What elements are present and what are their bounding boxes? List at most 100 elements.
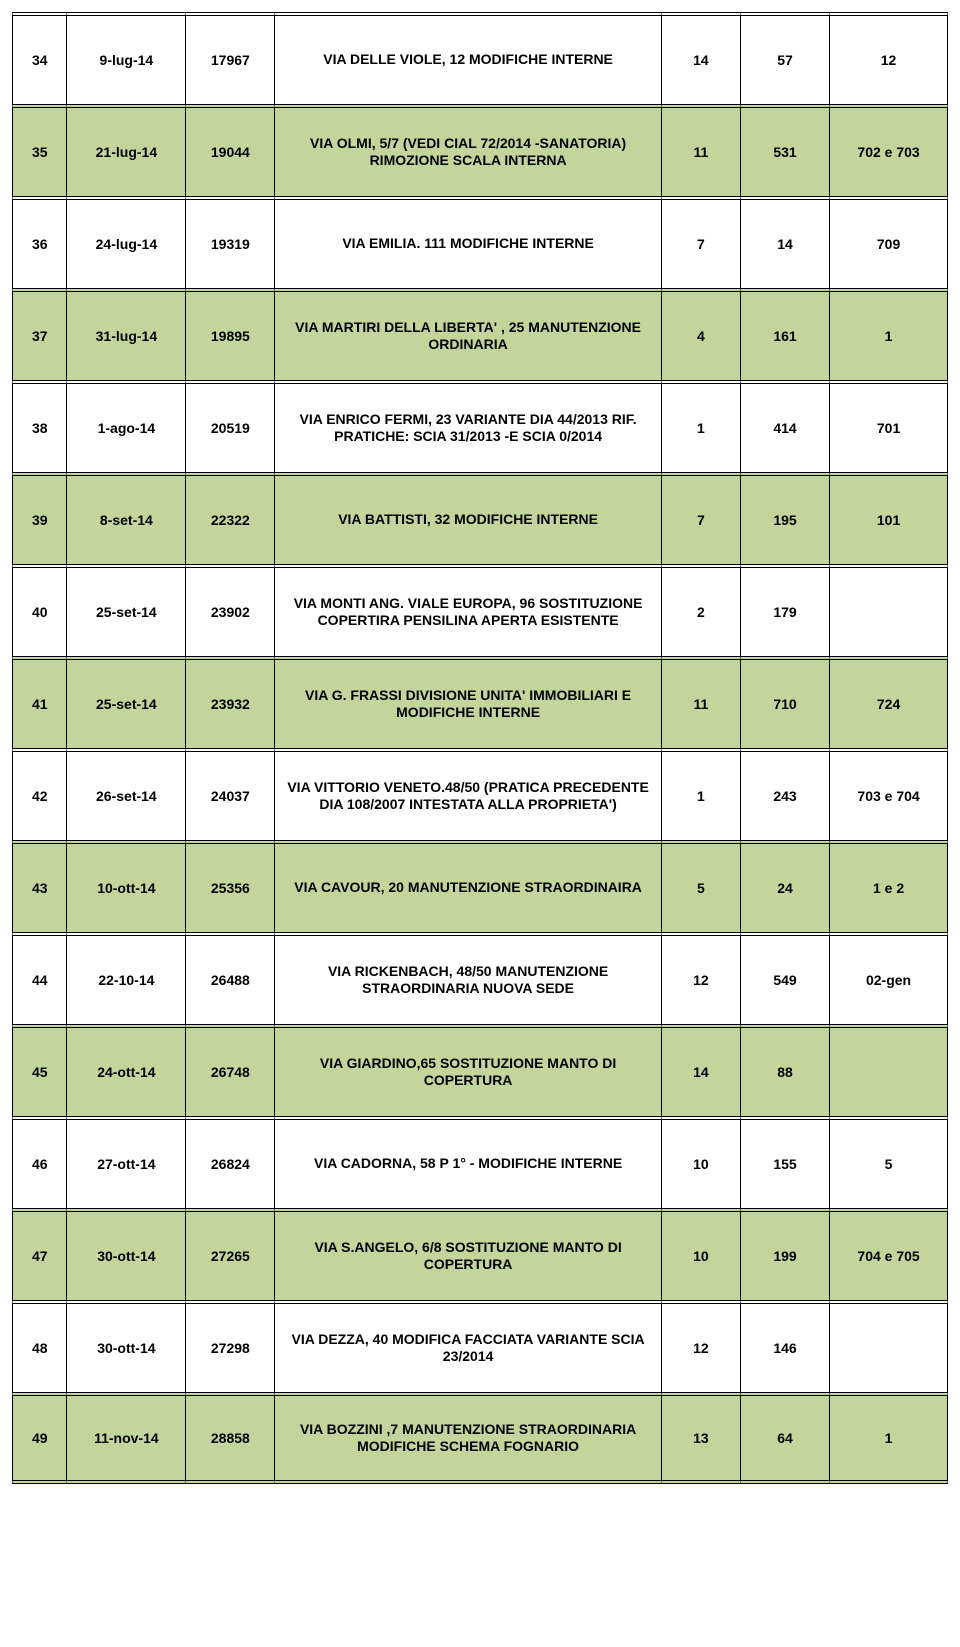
row-index: 46 [12,1116,66,1208]
row-index: 35 [12,104,66,196]
table-row: 3624-lug-1419319VIA EMILIA. 111 MODIFICH… [12,196,948,288]
row-val3: 709 [829,196,948,288]
row-index: 48 [12,1300,66,1392]
row-val1: 12 [661,932,740,1024]
row-val2: 549 [740,932,829,1024]
row-val2: 64 [740,1392,829,1484]
row-val3: 1 e 2 [829,840,948,932]
row-date: 26-set-14 [66,748,185,840]
row-number: 19044 [185,104,274,196]
row-index: 36 [12,196,66,288]
row-val3: 12 [829,12,948,104]
row-description: VIA GIARDINO,65 SOSTITUZIONE MANTO DI CO… [274,1024,660,1116]
row-val2: 710 [740,656,829,748]
row-val3 [829,1024,948,1116]
row-description: VIA MONTI ANG. VIALE EUROPA, 96 SOSTITUZ… [274,564,660,656]
row-date: 24-lug-14 [66,196,185,288]
row-val3: 702 e 703 [829,104,948,196]
row-description: VIA DELLE VIOLE, 12 MODIFICHE INTERNE [274,12,660,104]
row-val2: 243 [740,748,829,840]
row-val2: 146 [740,1300,829,1392]
row-date: 9-lug-14 [66,12,185,104]
row-val1: 1 [661,748,740,840]
row-val2: 195 [740,472,829,564]
row-number: 26488 [185,932,274,1024]
row-index: 37 [12,288,66,380]
row-val3 [829,1300,948,1392]
row-val3: 101 [829,472,948,564]
row-val3: 703 e 704 [829,748,948,840]
row-number: 27265 [185,1208,274,1300]
permits-table: 349-lug-1417967VIA DELLE VIOLE, 12 MODIF… [12,12,948,1484]
row-number: 23932 [185,656,274,748]
row-val1: 11 [661,104,740,196]
row-number: 22322 [185,472,274,564]
row-date: 31-lug-14 [66,288,185,380]
row-index: 47 [12,1208,66,1300]
row-number: 23902 [185,564,274,656]
row-description: VIA G. FRASSI DIVISIONE UNITA' IMMOBILIA… [274,656,660,748]
row-number: 17967 [185,12,274,104]
row-index: 39 [12,472,66,564]
row-index: 42 [12,748,66,840]
table-row: 4226-set-1424037VIA VITTORIO VENETO.48/5… [12,748,948,840]
row-number: 19895 [185,288,274,380]
table-row: 4422-10-1426488VIA RICKENBACH, 48/50 MAN… [12,932,948,1024]
row-val2: 57 [740,12,829,104]
row-date: 10-ott-14 [66,840,185,932]
row-number: 26824 [185,1116,274,1208]
row-val3 [829,564,948,656]
row-val1: 13 [661,1392,740,1484]
row-val3: 1 [829,288,948,380]
row-val2: 14 [740,196,829,288]
table-row: 3731-lug-1419895VIA MARTIRI DELLA LIBERT… [12,288,948,380]
table-row: 4911-nov-1428858VIA BOZZINI ,7 MANUTENZI… [12,1392,948,1484]
row-index: 41 [12,656,66,748]
row-date: 25-set-14 [66,564,185,656]
row-description: VIA S.ANGELO, 6/8 SOSTITUZIONE MANTO DI … [274,1208,660,1300]
row-number: 20519 [185,380,274,472]
row-number: 19319 [185,196,274,288]
row-description: VIA CAVOUR, 20 MANUTENZIONE STRAORDINAIR… [274,840,660,932]
row-description: VIA MARTIRI DELLA LIBERTA' , 25 MANUTENZ… [274,288,660,380]
row-description: VIA BATTISTI, 32 MODIFICHE INTERNE [274,472,660,564]
row-val3: 724 [829,656,948,748]
row-val1: 7 [661,196,740,288]
table-row: 3521-lug-1419044VIA OLMI, 5/7 (VEDI CIAL… [12,104,948,196]
table-row: 381-ago-1420519VIA ENRICO FERMI, 23 VARI… [12,380,948,472]
row-val3: 701 [829,380,948,472]
row-number: 24037 [185,748,274,840]
table-row: 4524-ott-1426748VIA GIARDINO,65 SOSTITUZ… [12,1024,948,1116]
row-date: 21-lug-14 [66,104,185,196]
row-val3: 5 [829,1116,948,1208]
row-number: 27298 [185,1300,274,1392]
table-row: 398-set-1422322VIA BATTISTI, 32 MODIFICH… [12,472,948,564]
row-val1: 11 [661,656,740,748]
row-val1: 10 [661,1208,740,1300]
row-val3: 704 e 705 [829,1208,948,1300]
row-val1: 7 [661,472,740,564]
table-row: 4025-set-1423902VIA MONTI ANG. VIALE EUR… [12,564,948,656]
row-description: VIA OLMI, 5/7 (VEDI CIAL 72/2014 -SANATO… [274,104,660,196]
row-number: 26748 [185,1024,274,1116]
row-index: 44 [12,932,66,1024]
row-val3: 1 [829,1392,948,1484]
row-val2: 179 [740,564,829,656]
row-date: 11-nov-14 [66,1392,185,1484]
row-val1: 14 [661,1024,740,1116]
row-date: 24-ott-14 [66,1024,185,1116]
row-val2: 414 [740,380,829,472]
row-val1: 12 [661,1300,740,1392]
row-val2: 531 [740,104,829,196]
table-row: 349-lug-1417967VIA DELLE VIOLE, 12 MODIF… [12,12,948,104]
row-description: VIA BOZZINI ,7 MANUTENZIONE STRAORDINARI… [274,1392,660,1484]
row-val2: 88 [740,1024,829,1116]
row-description: VIA ENRICO FERMI, 23 VARIANTE DIA 44/201… [274,380,660,472]
row-description: VIA DEZZA, 40 MODIFICA FACCIATA VARIANTE… [274,1300,660,1392]
row-val2: 155 [740,1116,829,1208]
row-val1: 14 [661,12,740,104]
row-number: 25356 [185,840,274,932]
row-val1: 4 [661,288,740,380]
row-date: 1-ago-14 [66,380,185,472]
row-val3: 02-gen [829,932,948,1024]
